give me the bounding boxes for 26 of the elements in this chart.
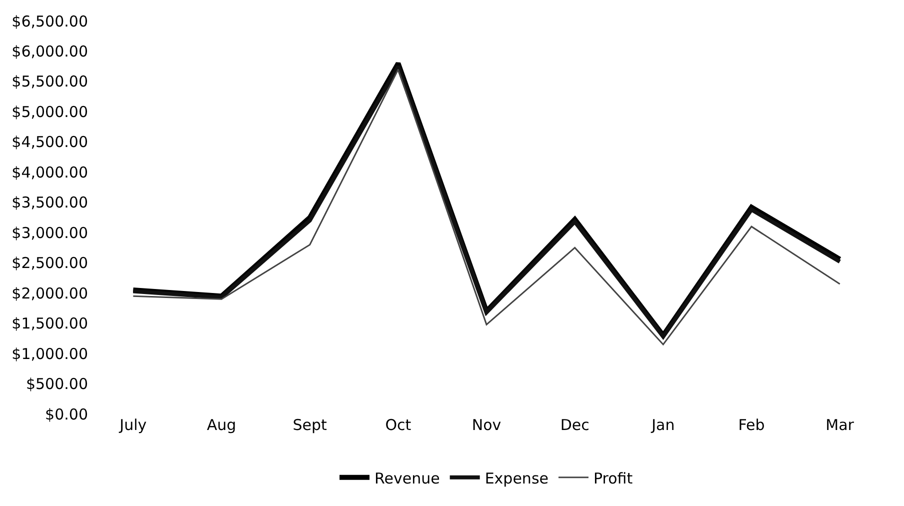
y-tick-label: $500.00 [26, 375, 88, 394]
legend-label: Expense [484, 469, 548, 488]
legend-label: Profit [593, 469, 633, 488]
y-tick-label: $5,500.00 [12, 72, 88, 91]
x-tick-label: Nov [472, 416, 502, 434]
y-tick-label: $5,000.00 [12, 102, 88, 121]
x-tick-label: July [118, 416, 147, 434]
y-tick-label: $1,500.00 [12, 314, 88, 333]
x-tick-label: Mar [826, 416, 855, 434]
x-tick-label: Jan [650, 416, 675, 434]
y-tick-label: $4,000.00 [12, 163, 88, 182]
x-tick-label: Feb [738, 416, 765, 434]
x-tick-label: Aug [206, 416, 236, 434]
x-tick-label: Oct [385, 416, 412, 434]
y-tick-label: $2,000.00 [12, 284, 88, 302]
y-tick-label: $3,500.00 [12, 194, 88, 212]
y-tick-label: $6,000.00 [12, 42, 88, 60]
y-tick-label: $2,500.00 [12, 254, 88, 272]
x-tick-label: Sept [292, 416, 328, 434]
y-tick-label: $6,500.00 [12, 12, 88, 30]
y-tick-label: $3,000.00 [12, 224, 88, 242]
legend-label: Revenue [374, 469, 440, 488]
y-tick-label: $0.00 [45, 405, 88, 424]
y-tick-label: $4,500.00 [12, 133, 88, 152]
x-tick-label: Dec [560, 416, 590, 434]
y-tick-label: $1,000.00 [12, 344, 88, 363]
